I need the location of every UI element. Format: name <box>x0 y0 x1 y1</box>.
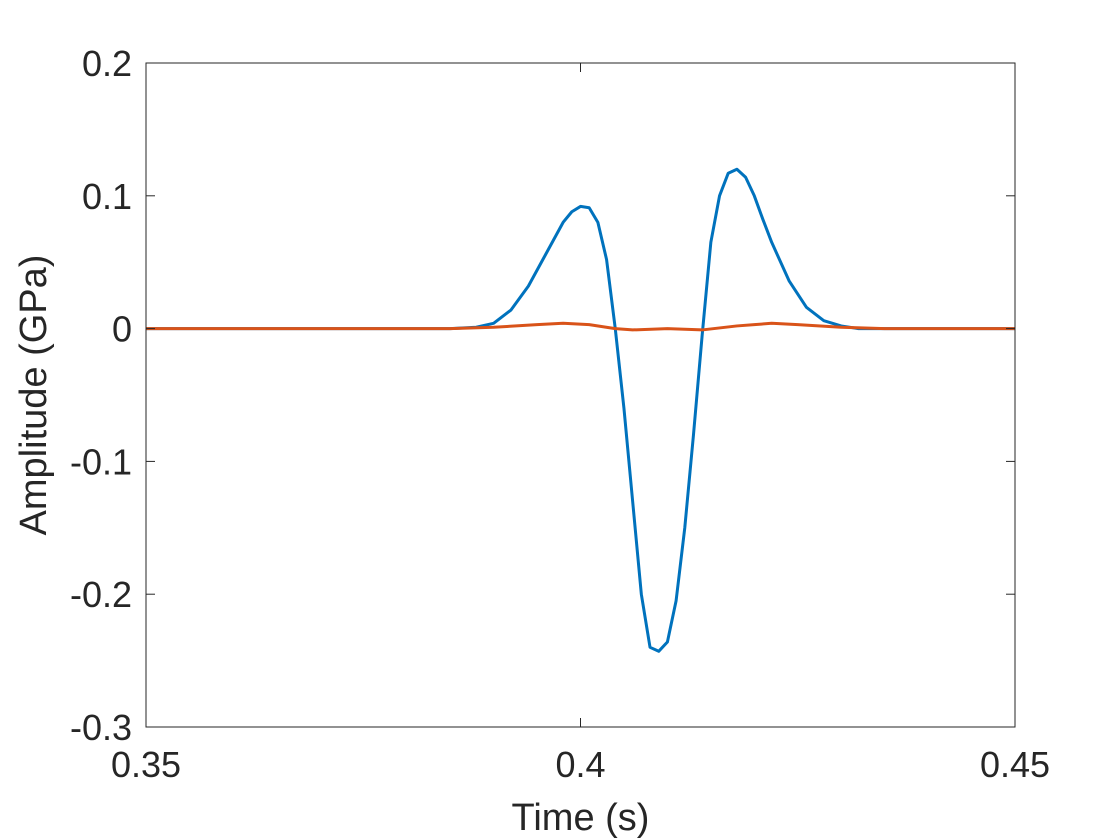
y-tick-label: -0.2 <box>70 574 132 615</box>
x-tick-label: 0.35 <box>111 744 181 785</box>
x-tick-label: 0.45 <box>980 744 1050 785</box>
series-line-1 <box>146 167 1015 653</box>
y-tick-label: -0.3 <box>70 707 132 748</box>
y-tick-label: -0.1 <box>70 441 132 482</box>
tick-layer: 0.35 0.4 0.45 -0.3 -0.2 -0.1 0 0.1 0.2 <box>70 43 1050 785</box>
x-axis-label: Time (s) <box>512 797 650 839</box>
series-line-2 <box>146 321 1015 332</box>
x-tick-label: 0.4 <box>555 744 605 785</box>
y-axis-label: Amplitude (GPa) <box>13 255 55 536</box>
y-tick-label: 0 <box>112 309 132 350</box>
plot-area <box>146 63 1015 727</box>
series-layer <box>146 167 1015 653</box>
y-tick-label: 0.1 <box>82 176 132 217</box>
y-tick-label: 0.2 <box>82 43 132 84</box>
